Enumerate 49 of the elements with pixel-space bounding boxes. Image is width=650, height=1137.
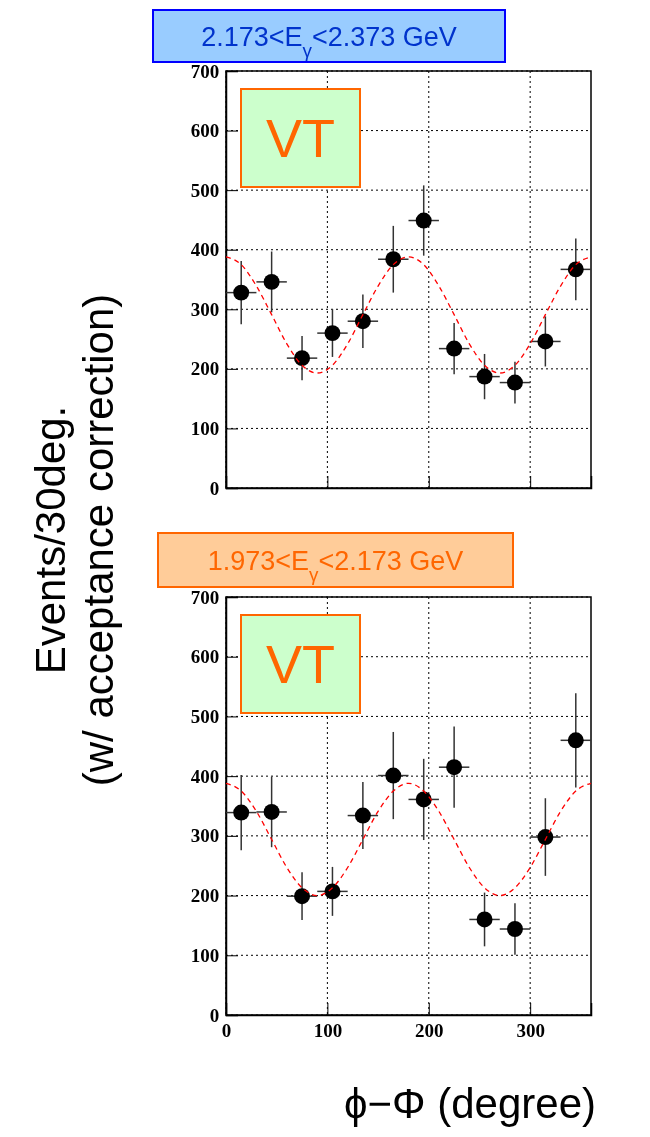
point [354,807,371,824]
y-tick-label: 100 [190,944,220,966]
point [537,333,554,350]
point [233,284,250,301]
y-tick-label: 0 [209,1004,220,1026]
x-tick-label: 300 [516,1020,545,1041]
y-tick-label: 600 [190,646,220,668]
point [324,325,341,342]
x-tick-label: 100 [313,1020,343,1041]
y-tick-label: 300 [190,298,220,320]
point [324,883,341,900]
point [385,767,402,784]
point [446,759,463,776]
chart-title: 1.973<E$_{γ}$<2.173 GeV [207,546,464,585]
point [294,350,311,367]
y-tick-label: 400 [190,239,220,261]
x-axis-title: ϕ−Φ (degree) [344,1080,596,1127]
y-tick-label: 0 [209,477,220,499]
point [354,313,371,330]
y-tick-label: 200 [190,885,220,907]
y-tick-label: 200 [190,358,220,380]
point [415,212,432,229]
point [294,888,311,905]
chart-title: 2.173<E$_{γ}$<2.373 GeV [201,22,457,61]
point [263,804,280,820]
point [263,273,280,290]
point [476,911,493,928]
point [537,829,554,846]
y-axis-title: Events/30deg. (w/ acceptance correction) [26,293,123,787]
point [233,804,250,821]
x-tick-label: 200 [415,1020,444,1041]
y-tick-label: 400 [190,765,220,787]
y-tick-label: 700 [190,60,220,82]
annotation: VT [265,634,336,694]
y-tick-label: 500 [190,179,220,201]
point [567,732,584,749]
point [476,368,493,385]
annotation: VT [265,108,336,168]
point [506,374,523,391]
y-tick-label: 700 [190,586,220,608]
point [385,251,402,268]
y-tick-label: 300 [190,825,220,847]
point [506,921,523,937]
point [567,261,584,278]
point [446,340,463,357]
point [415,791,432,808]
y-tick-label: 600 [190,120,220,142]
y-tick-label: 500 [190,706,220,728]
y-tick-label: 100 [190,418,220,440]
